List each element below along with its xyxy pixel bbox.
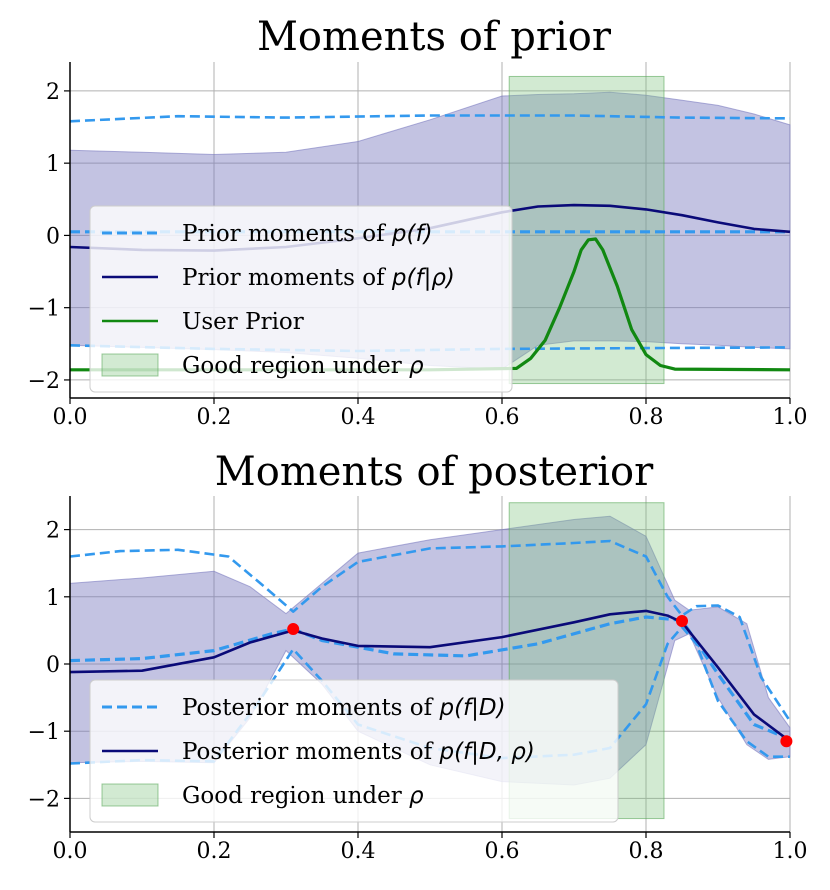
y-tick-label: 1	[46, 586, 60, 611]
observation-point	[676, 614, 688, 627]
legend-label: Posterior moments of p(f|D, ρ)	[182, 739, 535, 765]
legend-label: Good region under ρ	[182, 783, 424, 809]
legend-handle-patch	[101, 353, 159, 377]
legend-handle-patch	[101, 783, 159, 807]
y-tick-label: −2	[28, 787, 60, 812]
y-tick-label: 2	[46, 80, 60, 105]
x-tick-label: 0.4	[341, 405, 376, 430]
x-tick-label: 0.0	[53, 839, 88, 864]
y-tick-label: 0	[46, 224, 60, 249]
series-0-line-0	[69, 114, 791, 123]
y-tick-label: −1	[28, 720, 60, 745]
y-tick-label: 1	[46, 152, 60, 177]
x-tick-label: 1.0	[773, 405, 808, 430]
legend-label: Good region under ρ	[182, 353, 424, 379]
y-tick-label: 2	[46, 519, 60, 544]
x-tick-label: 0.6	[485, 839, 520, 864]
prior-chart-title: Moments of prior	[257, 14, 612, 60]
legend-box	[89, 679, 619, 823]
posterior-chart-title: Moments of posterior	[215, 449, 654, 495]
x-tick-label: 0.0	[53, 405, 88, 430]
x-tick-label: 0.8	[629, 405, 664, 430]
series-0-line-1	[69, 615, 791, 741]
legend-box	[89, 205, 513, 393]
x-tick-label: 0.4	[341, 839, 376, 864]
good-region-rect	[508, 75, 665, 385]
observation-point	[287, 623, 300, 636]
x-tick-label: 0.6	[485, 405, 520, 430]
prior-plot: 2 1 0 −1 −2 0.0 0.2 0.4 0.6 0.8 1.0 Prior moments o…	[28, 62, 808, 430]
x-tick-label: 1.0	[773, 839, 808, 864]
x-tick-label: 0.2	[197, 839, 232, 864]
y-tick-label: −2	[28, 369, 60, 394]
series-0-line-0	[69, 539, 792, 722]
y-tick-label: −1	[28, 297, 60, 322]
legend-label: Prior moments of p(f|ρ)	[182, 265, 455, 291]
x-tick-label: 0.8	[629, 839, 664, 864]
legend-label: Posterior moments of p(f|D)	[182, 695, 506, 721]
observation-point	[780, 735, 793, 748]
x-tick-label: 0.2	[197, 405, 232, 430]
series-1-line	[69, 609, 791, 743]
series-2-line	[70, 237, 791, 372]
y-tick-label: 0	[46, 653, 60, 678]
legend-label: Prior moments of p(f)	[182, 221, 433, 247]
legend-label: User Prior	[182, 309, 304, 335]
posterior-plot: 2 1 0 −1 −2 0.0 0.2 0.4 0.6 0.8 1.0 Posterior momen…	[28, 496, 808, 864]
